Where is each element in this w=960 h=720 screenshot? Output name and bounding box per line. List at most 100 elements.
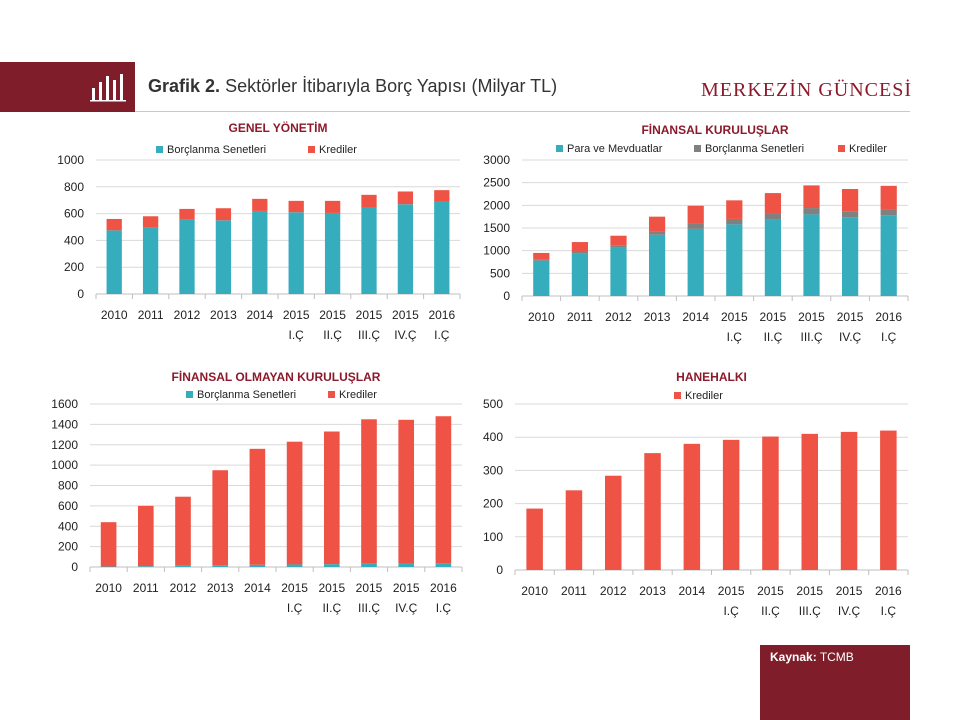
finansal-olmayan-bar-0 [100,566,117,567]
finansal-y-tick-label: 1000 [483,244,510,258]
genel-bar-0 [324,212,341,294]
finansal-olmayan-x-tick-sublabel: I.Ç [436,601,452,615]
finansal-bar-1 [571,252,589,254]
finansal-x-tick-sublabel: II.Ç [764,330,783,344]
finansal-olmayan-bar-1 [323,431,340,565]
finansal-bar-1 [687,223,704,229]
genel-bar-1 [324,200,341,213]
hanehalki-y-tick-label: 100 [483,530,503,544]
finansal-bar-1 [841,211,859,218]
hanehalki-y-tick-label: 400 [483,430,503,444]
hanehalki-bar-0 [565,490,583,570]
genel-bar-1 [288,200,304,213]
genel-chart-title: GENEL YÖNETİM [229,120,328,135]
genel-bar-0 [179,219,195,294]
finansal-olmayan-y-tick-label: 200 [58,540,78,554]
hanehalki-y-tick-label: 0 [496,563,503,577]
finansal-olmayan-bar-1 [249,448,266,565]
finansal-olmayan-bar-1 [286,441,303,565]
genel-x-tick-sublabel: I.Ç [289,328,305,342]
finansal-olmayan-bar-1 [212,470,229,566]
finansal-bar-2 [610,235,627,246]
finansal-x-tick-sublabel: III.Ç [800,330,822,344]
finansal-bar-0 [880,215,897,296]
finansal-olmayan-bar-0 [398,563,415,567]
finansal-x-tick-label: 2015 [837,310,864,324]
finansal-bar-0 [764,219,782,296]
genel-legend-swatch-0 [156,146,163,153]
source-label: Kaynak: [770,650,817,664]
finansal-x-tick-sublabel: IV.Ç [839,330,862,344]
finansal-olmayan-legend-label-1: Krediler [339,389,377,401]
finansal-olmayan-x-tick-label: 2012 [170,581,197,595]
finansal-olmayan-bar-0 [361,563,377,567]
genel-x-tick-label: 2015 [392,308,419,322]
finansal-bar-2 [687,205,704,224]
hanehalki-x-tick-label: 2011 [561,584,587,598]
finansal-x-tick-label: 2011 [567,310,593,324]
genel-x-tick-sublabel: I.Ç [434,328,450,342]
finansal-olmayan-bar-1 [361,419,377,564]
finansal-olmayan-bar-1 [398,419,415,564]
finansal-bar-1 [764,213,782,220]
genel-x-tick-label: 2013 [210,308,237,322]
finansal-bar-1 [726,218,743,225]
hanehalki-y-tick-label: 300 [483,463,503,477]
genel-y-tick-label: 600 [64,207,84,221]
hanehalki-x-tick-sublabel: IV.Ç [838,604,861,618]
hanehalki-x-tick-label: 2016 [875,584,902,598]
finansal-olmayan-x-tick-label: 2015 [318,581,345,595]
finansal-bar-1 [533,259,550,261]
hanehalki-bar-0 [722,439,740,570]
finansal-olmayan-x-tick-sublabel: IV.Ç [395,601,418,615]
hanehalki-bar-0 [840,431,858,570]
genel-x-tick-label: 2016 [428,308,455,322]
hanehalki-x-tick-label: 2013 [639,584,666,598]
hanehalki-chart-title: HANEHALKI [676,370,747,384]
hanehalki-bar-0 [683,443,701,570]
finansal-olmayan-y-tick-label: 0 [71,560,78,574]
hanehalki-x-tick-label: 2010 [521,584,548,598]
finansal-bar-2 [571,242,589,253]
finansal-olmayan-bar-1 [435,416,452,564]
genel-y-tick-label: 0 [77,287,84,301]
hanehalki-x-tick-sublabel: II.Ç [761,604,780,618]
finansal-x-tick-label: 2016 [875,310,902,324]
finansal-y-tick-label: 2000 [483,198,510,212]
finansal-x-tick-label: 2012 [605,310,632,324]
finansal-bar-1 [803,208,820,215]
finansal-legend-label-2: Krediler [849,143,887,155]
finansal-olmayan-x-tick-sublabel: I.Ç [287,601,303,615]
finansal-olmayan-x-tick-label: 2010 [95,581,122,595]
finansal-x-tick-label: 2015 [798,310,825,324]
genel-bar-1 [361,194,377,208]
genel-legend-swatch-1 [308,146,315,153]
genel-bar-1 [179,208,195,220]
hanehalki-legend-label-0: Krediler [685,390,723,402]
finansal-olmayan-chart-title: FİNANSAL OLMAYAN KURULUŞLAR [172,369,381,384]
finansal-olmayan-bar-0 [175,565,191,567]
finansal-bar-0 [571,253,589,296]
genel-x-tick-label: 2015 [283,308,310,322]
finansal-olmayan-bar-1 [175,496,191,566]
finansal-olmayan-x-tick-label: 2016 [430,581,457,595]
genel-bar-0 [434,201,450,294]
finansal-olmayan-x-tick-label: 2015 [393,581,420,595]
hanehalki-bar-0 [604,475,622,570]
hanehalki-bar-0 [762,436,779,570]
hanehalki-bar-0 [801,433,819,570]
finansal-legend-swatch-1 [694,145,701,152]
source-box: Kaynak: TCMB [760,645,910,720]
finansal-bar-0 [841,217,859,296]
grafik-title-text: Sektörler İtibarıyla Borç Yapısı (Milyar… [225,76,558,96]
finansal-bar-0 [610,247,627,296]
genel-x-tick-sublabel: III.Ç [358,328,380,342]
finansal-olmayan-bar-1 [137,505,154,567]
finansal-y-tick-label: 1500 [483,221,510,235]
finansal-olmayan-bar-0 [249,564,266,567]
genel-bar-1 [215,208,232,221]
genel-y-tick-label: 800 [64,180,84,194]
hanehalki-x-tick-label: 2015 [718,584,745,598]
finansal-olmayan-bar-0 [137,566,154,567]
